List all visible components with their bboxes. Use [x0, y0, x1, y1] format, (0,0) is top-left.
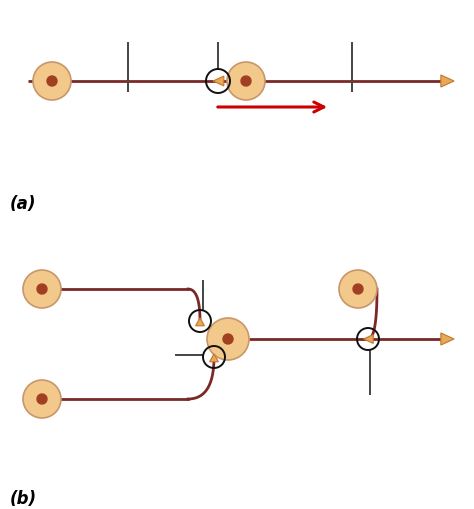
Circle shape [33, 63, 71, 101]
Polygon shape [196, 318, 204, 326]
Text: (b): (b) [10, 489, 37, 507]
Circle shape [339, 270, 377, 308]
Polygon shape [441, 333, 454, 346]
Circle shape [227, 63, 265, 101]
Circle shape [353, 285, 363, 294]
Circle shape [37, 394, 47, 404]
Circle shape [23, 380, 61, 418]
Circle shape [47, 77, 57, 87]
Polygon shape [364, 335, 373, 344]
Circle shape [241, 77, 251, 87]
Polygon shape [441, 76, 454, 88]
Circle shape [23, 270, 61, 308]
Polygon shape [210, 354, 219, 362]
Circle shape [37, 285, 47, 294]
Circle shape [223, 334, 233, 344]
Text: (a): (a) [10, 194, 36, 213]
Polygon shape [213, 77, 224, 87]
Circle shape [207, 318, 249, 360]
